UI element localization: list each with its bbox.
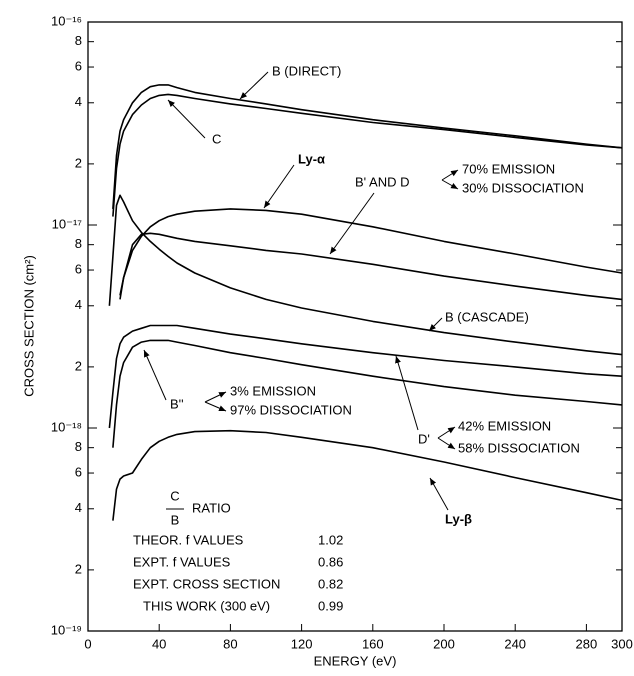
y-tick-label: 4	[75, 297, 82, 312]
series-line	[108, 194, 623, 356]
series-line	[112, 429, 623, 521]
annotation: 70% EMISSION	[462, 161, 555, 176]
y-tick-label: 6	[75, 58, 82, 73]
ratio-denominator: B	[171, 512, 180, 527]
y-tick-label: 8	[75, 439, 82, 454]
annotation: 97% DISSOCIATION	[230, 402, 352, 417]
y-tick-label: 10⁻¹⁹	[51, 622, 82, 637]
series-line	[112, 339, 623, 448]
plot-frame	[87, 21, 623, 632]
x-axis-label: ENERGY (eV)	[314, 653, 397, 668]
ratio-label: RATIO	[192, 500, 231, 515]
y-tick-label: 4	[75, 500, 82, 515]
ratio-row-label: EXPT. CROSS SECTION	[133, 576, 280, 591]
series-label: B' AND D	[355, 174, 410, 189]
annotation: 58% DISSOCIATION	[458, 440, 580, 455]
series-line	[112, 93, 623, 217]
x-tick-label: 80	[223, 636, 237, 651]
ratio-row-value: 1.02	[318, 532, 343, 547]
ratio-row-value: 0.82	[318, 576, 343, 591]
y-tick-label: 10⁻¹⁸	[51, 419, 82, 434]
x-tick-label: 280	[576, 636, 598, 651]
ratio-row-value: 0.99	[318, 598, 343, 613]
series-line	[112, 84, 623, 209]
annotation: 42% EMISSION	[458, 418, 551, 433]
y-tick-label: 8	[75, 236, 82, 251]
y-tick-label: 2	[75, 561, 82, 576]
ratio-numerator: C	[170, 488, 179, 503]
y-tick-label: 4	[75, 94, 82, 109]
series-label: C	[212, 131, 221, 146]
x-tick-label: 240	[504, 636, 526, 651]
ratio-row-label: EXPT. f VALUES	[133, 554, 231, 569]
y-tick-label: 2	[75, 155, 82, 170]
ratio-row-label: THIS WORK (300 eV)	[143, 598, 270, 613]
y-tick-label: 6	[75, 261, 82, 276]
ratio-row-value: 0.86	[318, 554, 343, 569]
series-label: D'	[418, 431, 430, 446]
y-tick-label: 6	[75, 464, 82, 479]
annotation: 3% EMISSION	[230, 383, 316, 398]
series-label: Ly-α	[298, 151, 325, 166]
x-tick-label: 300	[611, 636, 633, 651]
x-tick-label: 160	[362, 636, 384, 651]
ratio-row-label: THEOR. f VALUES	[133, 532, 244, 547]
x-tick-label: 200	[433, 636, 455, 651]
x-tick-label: 120	[291, 636, 313, 651]
y-tick-label: 8	[75, 33, 82, 48]
series-line	[119, 232, 623, 301]
series-label: B (CASCADE)	[445, 309, 529, 324]
x-tick-label: 40	[152, 636, 166, 651]
annotation-arrows	[143, 71, 459, 511]
y-tick-label: 10⁻¹⁷	[52, 216, 83, 231]
series-line	[119, 208, 623, 300]
series-line	[108, 324, 623, 429]
y-axis-label: CROSS SECTION (cm²)	[21, 255, 36, 397]
x-tick-label: 0	[84, 636, 91, 651]
series-label: B (DIRECT)	[272, 63, 341, 78]
series-label: B''	[170, 396, 184, 411]
y-tick-label: 10⁻¹⁶	[51, 13, 82, 28]
series-label: Ly-β	[445, 511, 472, 526]
annotation: 30% DISSOCIATION	[462, 180, 584, 195]
y-tick-label: 2	[75, 358, 82, 373]
